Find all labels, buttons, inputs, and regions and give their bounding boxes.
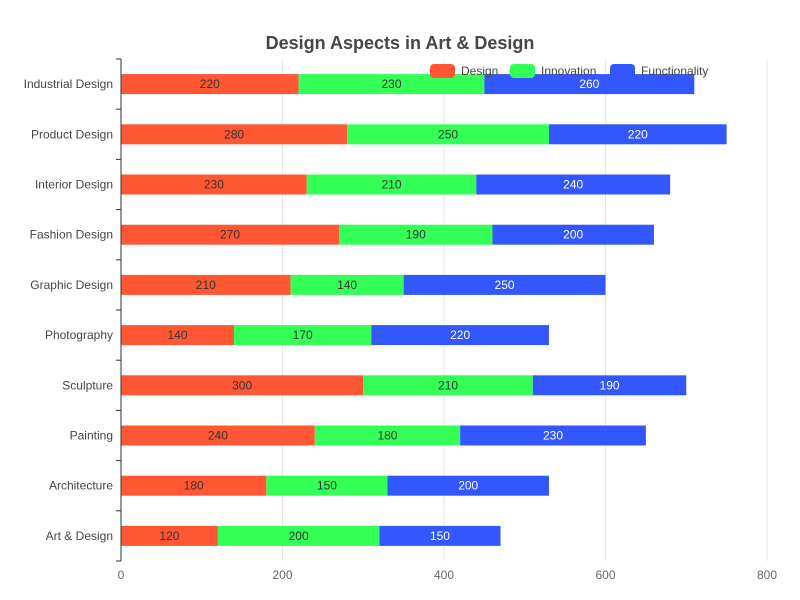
axes: 0 200 400 600 800 Industrial Design Product De… bbox=[24, 58, 777, 582]
bar-data-label: 170 bbox=[293, 328, 313, 342]
bar-segment-innovation[interactable] bbox=[363, 375, 533, 396]
bar-segment-innovation[interactable] bbox=[314, 425, 461, 446]
bar-data-label: 230 bbox=[204, 178, 224, 192]
bar-data-label: 190 bbox=[600, 378, 620, 392]
bar-segment-functionality[interactable] bbox=[532, 375, 687, 396]
legend: Design Innovation Functionality bbox=[430, 64, 708, 78]
bar-data-label: 190 bbox=[406, 228, 426, 242]
bar-data-label: 200 bbox=[458, 479, 478, 493]
bar-data-label: 210 bbox=[196, 278, 216, 292]
bar-segment-functionality[interactable] bbox=[548, 124, 727, 145]
bar-data-label: 200 bbox=[289, 529, 309, 543]
bar-segment-innovation[interactable] bbox=[339, 224, 493, 245]
bar-data-label: 220 bbox=[200, 77, 220, 91]
y-category-label: Product Design bbox=[31, 127, 113, 141]
x-tick-label: 200 bbox=[272, 568, 292, 582]
bar-data-label: 180 bbox=[377, 429, 397, 443]
bar-segment-design[interactable] bbox=[121, 475, 267, 496]
y-category-label: Graphic Design bbox=[30, 278, 113, 292]
bar-data-label: 250 bbox=[438, 127, 458, 141]
chart-title: Design Aspects in Art & Design bbox=[266, 33, 535, 53]
bar-segment-functionality[interactable] bbox=[492, 224, 654, 245]
y-category-label: Industrial Design bbox=[24, 77, 113, 91]
bar-segment-design[interactable] bbox=[121, 525, 218, 546]
bar-data-label: 280 bbox=[224, 127, 244, 141]
bar-segment-innovation[interactable] bbox=[266, 475, 388, 496]
bar-segment-functionality[interactable] bbox=[387, 475, 549, 496]
y-category-label: Art & Design bbox=[46, 529, 113, 543]
legend-swatch-design[interactable] bbox=[430, 64, 455, 78]
bar-data-label: 260 bbox=[579, 77, 599, 91]
bar-segment-functionality[interactable] bbox=[379, 525, 501, 546]
bar-segment-functionality[interactable] bbox=[476, 174, 671, 195]
bar-data-label: 210 bbox=[438, 378, 458, 392]
bar-segment-design[interactable] bbox=[121, 274, 291, 295]
bar-segment-innovation[interactable] bbox=[290, 274, 404, 295]
bar-data-label: 140 bbox=[337, 278, 357, 292]
bar-segment-functionality[interactable] bbox=[460, 425, 646, 446]
y-category-label: Architecture bbox=[49, 479, 113, 493]
legend-swatch-innovation[interactable] bbox=[510, 64, 535, 78]
y-category-label: Interior Design bbox=[35, 178, 113, 192]
legend-label-functionality[interactable]: Functionality bbox=[641, 64, 708, 78]
y-category-label: Fashion Design bbox=[30, 228, 113, 242]
bar-data-label: 240 bbox=[208, 429, 228, 443]
legend-label-design[interactable]: Design bbox=[461, 64, 498, 78]
bar-data-label: 220 bbox=[450, 328, 470, 342]
bar-segment-design[interactable] bbox=[121, 325, 235, 346]
bar-data-label: 270 bbox=[220, 228, 240, 242]
bar-data-label: 230 bbox=[381, 77, 401, 91]
bar-segment-functionality[interactable] bbox=[484, 74, 695, 95]
bar-segment-functionality[interactable] bbox=[403, 274, 606, 295]
x-tick-label: 0 bbox=[118, 568, 125, 582]
bar-segment-innovation[interactable] bbox=[217, 525, 380, 546]
bar-data-label: 220 bbox=[628, 127, 648, 141]
bar-segment-design[interactable] bbox=[121, 375, 364, 396]
bar-segment-innovation[interactable] bbox=[298, 74, 485, 95]
y-category-label: Painting bbox=[70, 429, 113, 443]
bar-segment-design[interactable] bbox=[121, 74, 299, 95]
bar-data-label: 230 bbox=[543, 429, 563, 443]
bar-data-label: 250 bbox=[495, 278, 515, 292]
bars: 220 230 260 280 250 220 230 210 240 270 190 200 210 1… bbox=[121, 74, 727, 546]
bar-segment-design[interactable] bbox=[121, 224, 340, 245]
bar-data-label: 210 bbox=[381, 178, 401, 192]
bar-data-label: 140 bbox=[168, 328, 188, 342]
bar-data-label: 240 bbox=[563, 178, 583, 192]
bar-segment-innovation[interactable] bbox=[234, 325, 372, 346]
y-category-label: Photography bbox=[45, 328, 113, 342]
bar-segment-design[interactable] bbox=[121, 124, 348, 145]
x-tick-label: 800 bbox=[757, 568, 777, 582]
x-tick-label: 600 bbox=[595, 568, 615, 582]
bar-data-label: 200 bbox=[563, 228, 583, 242]
x-tick-label: 400 bbox=[434, 568, 454, 582]
bar-data-label: 300 bbox=[232, 378, 252, 392]
bar-segment-innovation[interactable] bbox=[347, 124, 549, 145]
y-category-label: Sculpture bbox=[62, 378, 113, 392]
bar-data-label: 120 bbox=[159, 529, 179, 543]
legend-label-innovation[interactable]: Innovation bbox=[541, 64, 596, 78]
bar-segment-innovation[interactable] bbox=[306, 174, 477, 195]
bar-data-label: 180 bbox=[184, 479, 204, 493]
bar-data-label: 150 bbox=[317, 479, 337, 493]
legend-swatch-functionality[interactable] bbox=[610, 64, 635, 78]
bar-segment-design[interactable] bbox=[121, 425, 315, 446]
bar-segment-design[interactable] bbox=[121, 174, 307, 195]
bar-data-label: 150 bbox=[430, 529, 450, 543]
bar-segment-functionality[interactable] bbox=[371, 325, 549, 346]
